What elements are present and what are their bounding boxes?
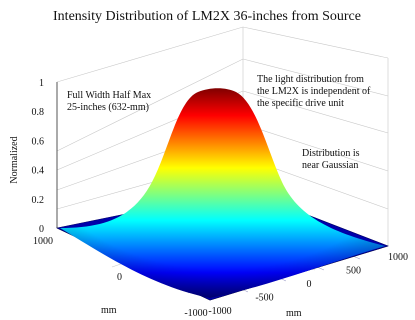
x-ticks: 1000 0 -1000 (33, 236, 208, 319)
x-tick-label: -1000 (184, 308, 207, 319)
annotation-gaussian: near Gaussian (302, 160, 358, 171)
z-axis-label: Normalized (9, 136, 20, 183)
y-tick-label: -500 (255, 293, 273, 304)
z-tick-label: 0.2 (32, 195, 45, 206)
x-tick-label: 0 (117, 272, 122, 283)
y-axis-label: mm (286, 308, 302, 319)
z-ticks: 0 0.2 0.4 0.6 0.8 1 (32, 78, 45, 235)
z-tick-label: 0.4 (32, 166, 45, 177)
y-tick-label: 1000 (388, 252, 408, 263)
y-tick-label: -1000 (208, 306, 231, 317)
x-tick-label: 1000 (33, 236, 53, 247)
z-tick-label: 0.6 (32, 136, 45, 147)
annotation-fwhm: 25-inches (632-mm) (67, 102, 149, 113)
annotation-gaussian: Distribution is (302, 148, 360, 159)
annotation-independence: the specific drive unit (257, 98, 344, 109)
x-axis-label: mm (101, 305, 117, 316)
y-ticks: -1000 -500 0 500 1000 (208, 252, 408, 317)
z-tick-label: 1 (39, 78, 44, 89)
chart-title: Intensity Distribution of LM2X 36-inches… (53, 9, 361, 24)
z-tick-label: 0.8 (32, 107, 45, 118)
surface-shading (60, 88, 385, 298)
annotation-independence: The light distribution from (257, 74, 364, 85)
annotation-independence: the LM2X is independent of (257, 86, 371, 97)
annotation-fwhm: Full Width Half Max (67, 90, 151, 101)
z-tick-label: 0 (39, 224, 44, 235)
y-tick-label: 500 (346, 266, 361, 277)
y-tick-label: 0 (307, 279, 312, 290)
